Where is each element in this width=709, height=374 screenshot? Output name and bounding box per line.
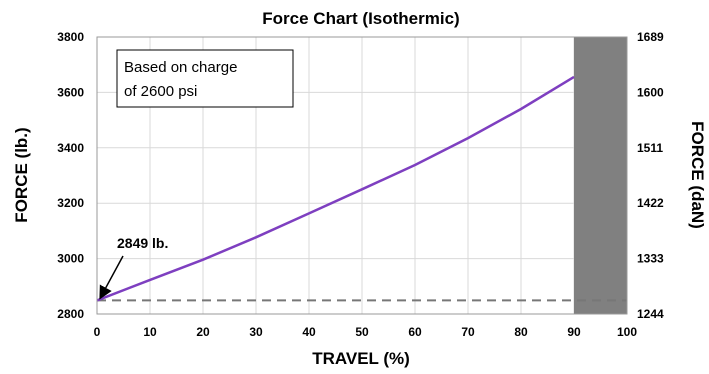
y2-tick-label-2: 1422	[637, 196, 664, 210]
x-axis-label: TRAVEL (%)	[312, 349, 410, 368]
start-force-annotation: 2849 lb.	[117, 235, 168, 251]
x-tick-label-3: 30	[249, 325, 263, 339]
x-tick-label-8: 80	[514, 325, 528, 339]
x-tick-label-7: 70	[461, 325, 475, 339]
y2-tick-label-4: 1600	[637, 85, 664, 99]
y-axis-label: FORCE (lb.)	[12, 127, 31, 222]
y2-tick-label-5: 1689	[637, 30, 664, 44]
note-line-2: of 2600 psi	[124, 83, 197, 100]
annotation-arrow	[99, 255, 124, 300]
y-tick-label-1: 3000	[57, 252, 84, 266]
y-tick-label-3: 3400	[57, 141, 84, 155]
note-box-frame	[116, 49, 294, 108]
y2-tick-label-1: 1333	[637, 252, 664, 266]
shaded-region	[574, 37, 627, 314]
x-tick-label-0: 0	[94, 325, 101, 339]
y-tick-label-5: 3800	[57, 30, 84, 44]
x-tick-label-4: 40	[302, 325, 316, 339]
force-curve	[96, 75, 575, 302]
x-tick-label-2: 20	[196, 325, 210, 339]
y-tick-label-0: 2800	[57, 307, 84, 321]
plot-frame	[96, 36, 628, 315]
chart-title: Force Chart (Isothermic)	[262, 9, 459, 28]
x-tick-label-6: 60	[408, 325, 422, 339]
y2-tick-labels: 1244 1333 1422 1511 1600 1689	[637, 30, 664, 321]
y2-axis-label: FORCE (daN)	[688, 121, 707, 229]
y-tick-labels: 2800 3000 3200 3400 3600 3800	[57, 30, 84, 321]
note-line-1: Based on charge	[124, 59, 237, 76]
x-tick-label-5: 50	[355, 325, 369, 339]
x-tick-label-1: 10	[143, 325, 157, 339]
x-tick-label-9: 90	[567, 325, 581, 339]
y2-tick-label-0: 1244	[637, 307, 664, 321]
note-box: Based on charge of 2600 psi	[116, 49, 294, 108]
y-tick-label-4: 3600	[57, 85, 84, 99]
x-tick-labels: 0 10 20 30 40 50 60 70 80 90 100	[94, 325, 638, 339]
y-tick-label-2: 3200	[57, 196, 84, 210]
x-tick-label-10: 100	[617, 325, 637, 339]
y2-tick-label-3: 1511	[637, 141, 663, 155]
